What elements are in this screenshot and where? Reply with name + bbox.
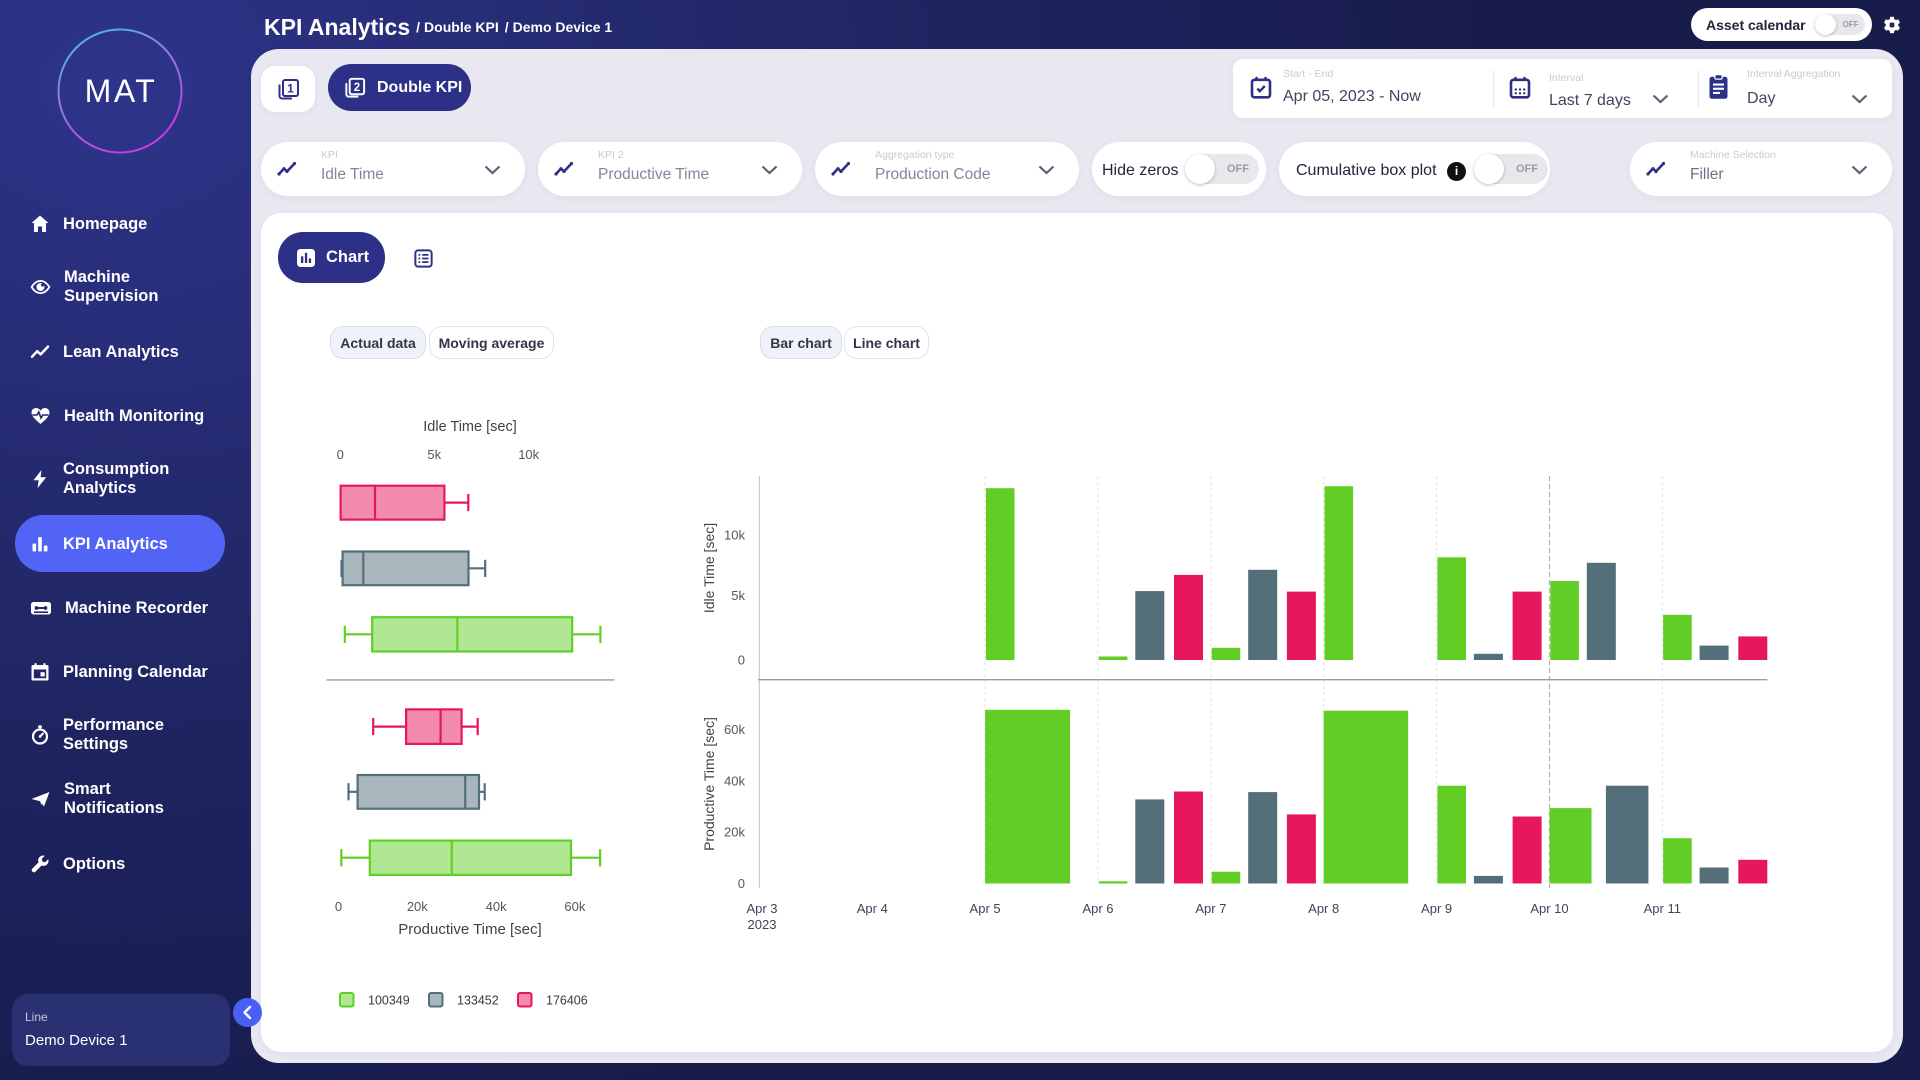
svg-text:60k: 60k: [724, 722, 745, 737]
svg-text:0: 0: [335, 899, 342, 914]
svg-text:Apr 6: Apr 6: [1082, 901, 1113, 916]
svg-text:Productive Time [sec]: Productive Time [sec]: [701, 717, 717, 851]
svg-text:5k: 5k: [427, 447, 441, 462]
svg-text:60k: 60k: [564, 899, 585, 914]
svg-text:10k: 10k: [724, 528, 745, 543]
svg-text:Apr 10: Apr 10: [1530, 901, 1568, 916]
svg-text:2023: 2023: [748, 917, 777, 932]
svg-text:0: 0: [738, 653, 745, 668]
svg-text:Apr 5: Apr 5: [970, 901, 1001, 916]
svg-text:Idle Time [sec]: Idle Time [sec]: [701, 523, 717, 613]
svg-text:Apr 11: Apr 11: [1644, 901, 1681, 916]
svg-text:0: 0: [337, 447, 344, 462]
svg-text:40k: 40k: [724, 773, 745, 788]
svg-text:Apr 4: Apr 4: [857, 901, 888, 916]
svg-text:Apr 8: Apr 8: [1308, 901, 1339, 916]
svg-text:20k: 20k: [407, 899, 428, 914]
svg-text:40k: 40k: [486, 899, 507, 914]
svg-text:MAT: MAT: [85, 73, 158, 109]
svg-text:0: 0: [738, 876, 745, 891]
svg-text:Apr 7: Apr 7: [1195, 901, 1226, 916]
svg-text:1: 1: [287, 82, 294, 96]
svg-text:Apr 3: Apr 3: [746, 901, 777, 916]
svg-text:5k: 5k: [731, 588, 745, 603]
svg-text:Productive Time [sec]: Productive Time [sec]: [398, 921, 541, 938]
svg-text:20k: 20k: [724, 825, 745, 840]
svg-text:Idle Time [sec]: Idle Time [sec]: [423, 419, 516, 435]
svg-text:133452: 133452: [457, 994, 499, 1008]
svg-text:2: 2: [354, 82, 360, 94]
svg-text:176406: 176406: [546, 994, 588, 1008]
svg-text:10k: 10k: [518, 447, 539, 462]
svg-text:100349: 100349: [368, 994, 410, 1008]
svg-text:Apr 9: Apr 9: [1421, 901, 1452, 916]
